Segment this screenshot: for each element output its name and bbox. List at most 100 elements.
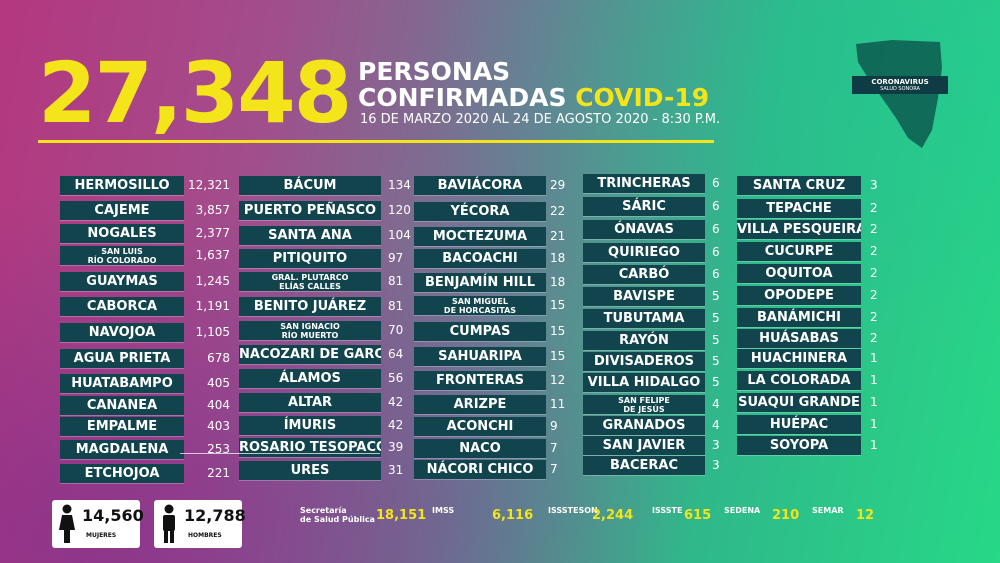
municipality-count: 15 [550, 349, 566, 363]
institution-count: 210 [772, 508, 800, 523]
total-confirmed: 27,348 [38, 44, 352, 142]
municipality-name: TRINCHERAS [583, 174, 705, 193]
municipality-name: ALTAR [239, 393, 381, 412]
municipality-count: 6 [712, 245, 720, 259]
municipality-name: LA COLORADA [737, 371, 861, 390]
men-count: 12,788 [184, 506, 246, 525]
badge-subtitle: SALUD SONORA [880, 86, 920, 92]
municipality-name: BÁCUM [239, 176, 381, 195]
municipality-count: 2 [870, 288, 878, 302]
municipality-name: SÁRIC [583, 197, 705, 216]
municipality-count: 42 [388, 418, 404, 432]
municipality-count: 1,637 [195, 248, 230, 262]
municipality-count: 9 [550, 419, 558, 433]
sonora-map-icon [856, 40, 942, 148]
institution-name: de Salud Pública [300, 515, 375, 524]
title-line-2: CONFIRMADAS COVID-19 [358, 84, 709, 112]
municipality-name: ÍMURIS [239, 416, 381, 435]
municipality-count: 678 [207, 351, 230, 365]
municipality-name: BACOACHI [414, 249, 546, 268]
municipality-name-line: SAN IGNACIO [280, 322, 340, 331]
man-icon [163, 504, 175, 543]
municipality-name-line: DE JESÚS [623, 405, 665, 414]
municipality-count: 5 [712, 333, 720, 347]
municipality-count: 15 [550, 298, 566, 312]
municipality-count: 56 [388, 371, 404, 385]
title-covid: COVID-19 [575, 83, 710, 112]
municipality-count: 405 [207, 376, 230, 390]
woman-icon [59, 504, 75, 543]
municipality-name-line: ELÍAS CALLES [279, 282, 341, 291]
municipality-name: SAN JAVIER [583, 436, 705, 455]
municipality-name-line: RÍO MUERTO [281, 331, 339, 340]
municipality-name: AGUA PRIETA [60, 349, 184, 368]
municipality-name-line: SAN LUIS [101, 247, 143, 256]
municipality-name: VILLA HIDALGO [583, 373, 705, 392]
municipality-count: 104 [388, 228, 411, 242]
municipality-name: TEPACHE [737, 199, 861, 218]
municipality-name: QUIRIEGO [583, 243, 705, 262]
municipality-count: 18 [550, 275, 566, 289]
municipality-name: SAHUARIPA [414, 347, 546, 366]
municipality-name: PUERTO PEÑASCO [239, 201, 381, 220]
municipality-count: 22 [550, 204, 566, 218]
municipality-count: 39 [388, 440, 404, 454]
municipality-count: 6 [712, 199, 720, 213]
municipality-count: 4 [712, 397, 720, 411]
municipality-name: SOYOPA [737, 436, 861, 455]
men-box: 12,788 HOMBRES [154, 500, 246, 548]
coronavirus-badge: CORONAVIRUS SALUD SONORA [852, 76, 948, 94]
municipality-name: BANÁMICHI [737, 308, 861, 327]
women-box: 14,560 MUJERES [52, 500, 144, 548]
municipality-name: SAN IGNACIO RÍO MUERTO [239, 321, 381, 340]
municipality-count: 11 [550, 397, 566, 411]
municipality-name: ÁLAMOS [239, 369, 381, 388]
institution-name: SEDENA [724, 506, 761, 515]
municipality-name-line: RÍO COLORADO [87, 256, 157, 265]
municipality-name: BAVISPE [583, 287, 705, 306]
municipality-name: DIVISADEROS [583, 352, 705, 371]
municipality-count: 1,191 [195, 299, 230, 313]
municipality-name: ARIZPE [414, 395, 546, 414]
municipality-count: 2 [870, 310, 878, 324]
municipality-name: HUACHINERA [737, 349, 861, 368]
municipality-count: 31 [388, 463, 404, 477]
municipality-count: 1 [870, 351, 878, 365]
municipality-name: SUAQUI GRANDE [737, 393, 861, 412]
institution-name: Secretaría [300, 506, 347, 515]
municipality-name: CUMPAS [414, 322, 546, 341]
date-range: 16 DE MARZO 2020 AL 24 DE AGOSTO 2020 - … [360, 112, 721, 127]
semar-logo-icon: SEMAR [812, 506, 844, 515]
municipality-name: YÉCORA [414, 202, 546, 221]
municipality-count: 7 [550, 441, 558, 455]
municipality-name: GRAL. PLUTARCO ELÍAS CALLES [239, 272, 381, 291]
institution-count: 12 [856, 508, 875, 523]
sedena-logo-icon: SEDENA [724, 506, 760, 515]
municipality-count: 3 [712, 458, 720, 472]
municipality-count: 4 [712, 418, 720, 432]
municipality-count: 5 [712, 289, 720, 303]
municipality-count: 29 [550, 178, 566, 192]
municipality-count: 2 [870, 222, 878, 236]
municipality-count: 1 [870, 373, 878, 387]
municipality-count: 42 [388, 395, 404, 409]
municipality-name: HUÁSABAS [737, 329, 861, 348]
municipality-count: 1 [870, 417, 878, 431]
municipality-count: 3,857 [195, 203, 230, 217]
municipality-name: SAN MIGUEL DE HORCASITAS [414, 296, 546, 315]
municipality-name-line: SAN MIGUEL [452, 297, 508, 306]
institution-count: 2,244 [592, 508, 634, 523]
municipality-name: GRANADOS [583, 416, 705, 435]
ssp-logo-icon: Secretaría de Salud Pública [300, 506, 375, 524]
municipality-count: 221 [207, 466, 230, 480]
men-label: HOMBRES [188, 532, 222, 539]
isssteson-logo-icon: ISSSTESON [548, 506, 598, 515]
municipality-count: 2 [870, 201, 878, 215]
imss-logo-icon: IMSS [432, 506, 454, 515]
municipality-count: 97 [388, 251, 404, 265]
municipality-name: TUBUTAMA [583, 309, 705, 328]
institution-name: SEMAR [812, 506, 844, 515]
municipality-name: ÓNAVAS [583, 220, 705, 239]
municipality-count: 3 [870, 178, 878, 192]
municipality-count: 12 [550, 373, 566, 387]
